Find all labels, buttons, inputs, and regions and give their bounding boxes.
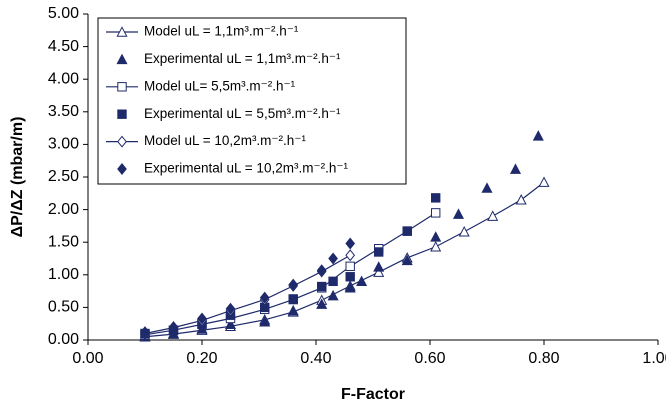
x-tick-label: 0.80 [528,350,559,367]
marker [458,225,470,237]
marker [487,210,499,221]
marker [197,312,207,325]
legend: Model uL = 1,1m³.m⁻².h⁻¹ Experimental uL … [97,17,407,185]
marker [117,82,127,92]
legend-label: Model uL= 5,5m³.m⁻².h⁻¹ [144,78,296,93]
legend-label: Model uL = 1,1m³.m⁻².h⁻¹ [144,24,299,39]
legend-label: Experimental uL = 5,5m³.m⁻².h⁻¹ [144,106,341,121]
marker [374,247,384,257]
legend-label: Model uL = 10,2m³.m⁻².h⁻¹ [144,133,306,148]
marker [316,298,328,309]
marker [288,294,298,304]
marker [287,304,299,316]
marker [116,53,128,65]
marker [401,254,413,266]
marker [481,182,493,193]
marker [373,266,385,277]
series-line [144,254,351,335]
x-tick-label: 1.00 [642,350,666,367]
y-tick-label: 0.00 [48,331,79,348]
y-axis-label: ΔP/ΔZ (mbar/m) [9,117,26,238]
marker [509,163,522,174]
marker [515,194,527,205]
y-tick-label: 3.50 [48,103,79,120]
marker [431,208,441,218]
legend-label: Experimental uL = 1,1m³.m⁻².h⁻¹ [144,51,341,66]
y-tick-label: 1.50 [48,233,79,250]
x-tick-label: 0.60 [414,350,445,367]
y-tick-label: 2.50 [48,168,79,185]
marker [288,278,299,291]
x-tick-label: 0.20 [186,350,217,367]
marker [430,231,442,242]
x-tick-label: 0.00 [72,350,103,367]
marker [538,176,550,187]
y-tick-label: 1.00 [48,266,79,283]
legend-box [97,17,407,185]
x-tick-label: 0.40 [300,350,331,367]
marker [373,261,385,272]
marker [452,208,465,219]
marker [356,275,368,287]
marker [117,163,127,175]
marker [344,282,356,293]
y-tick-label: 2.00 [48,201,79,218]
marker [532,130,544,141]
marker [345,272,355,282]
marker [328,276,338,287]
marker [345,249,356,262]
marker [402,226,412,236]
marker [345,237,356,250]
marker [259,315,271,327]
marker [327,289,339,301]
y-tick-label: 3.00 [48,136,79,153]
marker [117,109,127,119]
marker [431,193,441,203]
marker [117,135,127,148]
y-tick-label: 4.00 [48,70,79,87]
series-line [144,181,545,338]
marker [316,264,327,277]
y-tick-label: 5.00 [48,5,79,22]
marker [328,252,338,265]
marker [259,291,270,304]
marker [225,302,236,315]
y-tick-label: 0.50 [48,299,79,316]
legend-label: Experimental uL = 10,2m³.m⁻².h⁻¹ [144,161,348,176]
y-tick-label: 4.50 [48,38,79,55]
marker [140,326,150,339]
marker [168,320,179,333]
marker [317,281,327,292]
marker [224,318,237,330]
x-axis-label: F-Factor [341,386,405,403]
marker [116,26,128,37]
marker [430,240,442,252]
marker [345,261,355,272]
